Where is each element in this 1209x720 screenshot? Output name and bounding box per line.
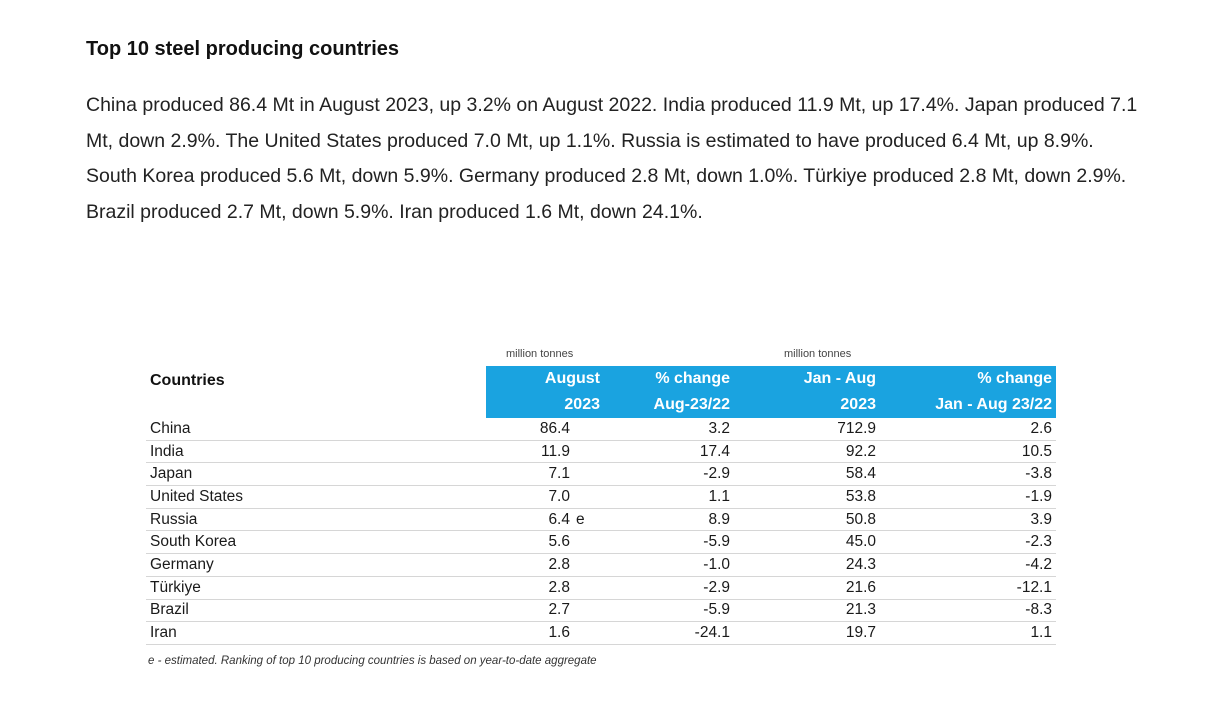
cell-august: 1.6 [486,621,604,645]
cell-country: Japan [146,462,486,487]
table-row: Brazil 2.7 -5.9 21.3 -8.3 [146,599,1056,623]
header-august-line1: August [544,370,600,387]
cell-pct-change: -1.0 [604,553,734,577]
header-pct-change-month: % change Aug-23/22 [604,366,734,418]
cell-ytd: 21.3 [734,599,880,623]
steel-production-table: Countries August 2023 % change Aug-23/22… [146,366,1056,645]
cell-ytd: 24.3 [734,553,880,577]
cell-august: 2.7 [486,599,604,623]
cell-country: United States [146,485,486,509]
page-heading: Top 10 steel producing countries [86,38,400,60]
table-row: Russia 6.4 e 8.9 50.8 3.9 [146,508,1056,532]
table-row: Germany 2.8 -1.0 24.3 -4.2 [146,553,1056,577]
header-ytd-line1: Jan - Aug [803,370,876,387]
cell-pct-change: -5.9 [604,530,734,555]
cell-pct-change: -24.1 [604,621,734,645]
cell-august-value: 7.0 [548,487,570,505]
cell-country: India [146,440,486,464]
units-row: million tonnes million tonnes [146,344,1056,366]
cell-ytd: 50.8 [734,508,880,532]
header-ytdpct-line2: Jan - Aug 23/22 [935,396,1052,413]
cell-august-value: 2.8 [548,555,570,573]
cell-august: 7.1 [486,462,604,487]
cell-ytd-pct-change: 1.1 [880,621,1056,645]
cell-ytd-pct-change: 2.6 [880,418,1056,441]
table-body: China 86.4 3.2 712.9 2.6 India 11.9 17.4… [146,418,1056,645]
cell-august-value: 2.7 [548,601,570,619]
cell-august: 7.0 [486,485,604,509]
table-row: Iran 1.6 -24.1 19.7 1.1 [146,621,1056,645]
cell-august-value: 1.6 [548,624,570,642]
cell-august-value: 11.9 [540,442,570,460]
cell-estimate-flag: e [576,510,585,528]
cell-country: China [146,418,486,441]
header-august-line2: 2023 [564,396,600,413]
cell-pct-change: 1.1 [604,485,734,509]
cell-august-value: 86.4 [539,419,570,437]
cell-ytd: 92.2 [734,440,880,464]
cell-ytd-pct-change: -3.8 [880,462,1056,487]
cell-august-value: 2.8 [548,578,570,596]
table-row: China 86.4 3.2 712.9 2.6 [146,418,1056,441]
cell-pct-change: 3.2 [604,418,734,441]
cell-country: Brazil [146,599,486,623]
cell-august: 11.9 [486,440,604,464]
cell-august: 2.8 [486,553,604,577]
cell-ytd: 21.6 [734,576,880,600]
cell-ytd: 58.4 [734,462,880,487]
cell-august: 5.6 [486,530,604,555]
cell-ytd-pct-change: -12.1 [880,576,1056,600]
units-label-ytd: million tonnes [784,348,852,360]
header-pct-line2: Aug-23/22 [653,396,730,413]
cell-ytd-pct-change: 10.5 [880,440,1056,464]
table-footnote: e - estimated. Ranking of top 10 produci… [148,655,597,667]
units-label-monthly: million tonnes [506,348,574,360]
header-ytdpct-line1: % change [977,370,1052,387]
cell-ytd-pct-change: -8.3 [880,599,1056,623]
cell-ytd: 19.7 [734,621,880,645]
cell-country: South Korea [146,530,486,555]
table-row: South Korea 5.6 -5.9 45.0 -2.3 [146,530,1056,555]
table-row: Japan 7.1 -2.9 58.4 -3.8 [146,462,1056,487]
header-countries: Countries [146,366,486,418]
table-row: India 11.9 17.4 92.2 10.5 [146,440,1056,464]
header-august-2023: August 2023 [486,366,604,418]
cell-pct-change: 8.9 [604,508,734,532]
summary-paragraph: China produced 86.4 Mt in August 2023, u… [86,94,1138,223]
cell-ytd-pct-change: -4.2 [880,553,1056,577]
cell-pct-change: -5.9 [604,599,734,623]
table-row: United States 7.0 1.1 53.8 -1.9 [146,485,1056,509]
cell-august: 2.8 [486,576,604,600]
cell-ytd: 53.8 [734,485,880,509]
header-pct-change-ytd: % change Jan - Aug 23/22 [880,366,1056,418]
header-pct-line1: % change [655,370,730,387]
table-header: Countries August 2023 % change Aug-23/22… [146,366,1056,418]
cell-ytd-pct-change: 3.9 [880,508,1056,532]
cell-august-value: 7.1 [548,465,570,483]
cell-ytd-pct-change: -2.3 [880,530,1056,555]
cell-country: Türkiye [146,576,486,600]
cell-country: Iran [146,621,486,645]
cell-country: Russia [146,508,486,532]
steel-table-container: million tonnes million tonnes Countries … [146,344,1056,645]
header-jan-aug-2023: Jan - Aug 2023 [734,366,880,418]
cell-ytd: 712.9 [734,418,880,441]
cell-august-value: 5.6 [548,533,570,551]
cell-pct-change: 17.4 [604,440,734,464]
cell-ytd: 45.0 [734,530,880,555]
cell-ytd-pct-change: -1.9 [880,485,1056,509]
cell-pct-change: -2.9 [604,462,734,487]
cell-august: 6.4 e [486,508,604,532]
cell-country: Germany [146,553,486,577]
cell-pct-change: -2.9 [604,576,734,600]
cell-august-value: 6.4 [548,510,570,528]
table-row: Türkiye 2.8 -2.9 21.6 -12.1 [146,576,1056,600]
cell-august: 86.4 [486,418,604,441]
header-ytd-line2: 2023 [840,396,876,413]
